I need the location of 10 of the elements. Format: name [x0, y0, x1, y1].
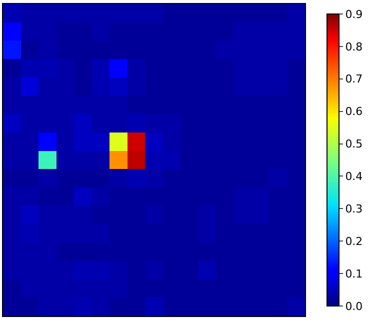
color-bar-label: 0.3 [345, 202, 363, 216]
color-bar-label: 0.2 [345, 234, 363, 248]
color-bar-label: 0.9 [345, 8, 363, 21]
color-bar-label: 0.1 [345, 267, 363, 280]
color-bar-label: 0.6 [345, 105, 363, 118]
color-bar-label: 0.7 [345, 72, 363, 86]
color-bar-label: 0.5 [345, 138, 363, 151]
color-bar-label: 0.0 [345, 300, 363, 313]
color-bar-label: 0.4 [345, 170, 363, 184]
color-bar-label: 0.8 [345, 40, 363, 54]
